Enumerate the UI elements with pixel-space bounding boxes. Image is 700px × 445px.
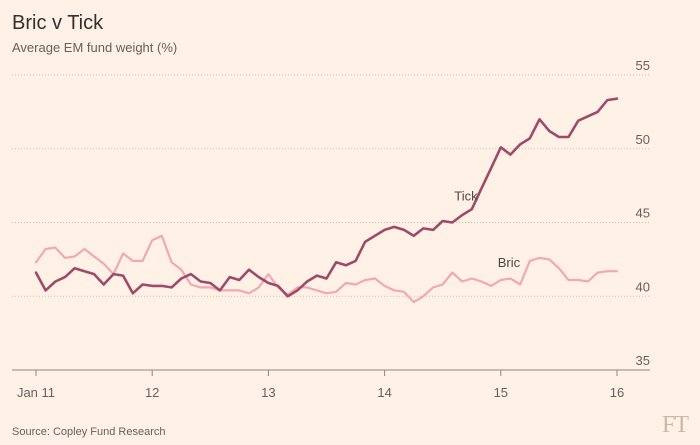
x-tick-label: Jan 11	[17, 385, 55, 400]
chart-subtitle: Average EM fund weight (%)	[12, 40, 178, 55]
x-tick-label: 14	[377, 385, 391, 400]
series-line-bric	[34, 234, 619, 304]
ft-logo: FT	[661, 412, 689, 438]
y-tick-label: 40	[636, 279, 650, 294]
series-label-tick: Tick	[454, 188, 478, 203]
series-lines	[34, 97, 619, 304]
series-line-tick	[34, 97, 619, 298]
x-tick-label: 16	[610, 385, 624, 400]
x-tick-label: 13	[261, 385, 275, 400]
series-label-bric: Bric	[498, 255, 521, 270]
y-tick-label: 45	[636, 206, 650, 221]
y-axis-ticks: 35 40 45 50 55	[636, 58, 650, 368]
series-labels: Tick Bric	[454, 188, 520, 269]
x-axis: Jan 11 12 13 14 15 16	[17, 370, 624, 400]
source-note: Source: Copley Fund Research	[12, 426, 166, 438]
x-tick-label: 15	[494, 385, 508, 400]
y-tick-label: 55	[636, 58, 650, 73]
y-tick-label: 50	[636, 132, 650, 147]
grid-lines	[12, 74, 650, 371]
chart-title: Bric v Tick	[12, 12, 104, 34]
x-tick-label: 12	[145, 385, 159, 400]
y-tick-label: 35	[636, 353, 650, 368]
